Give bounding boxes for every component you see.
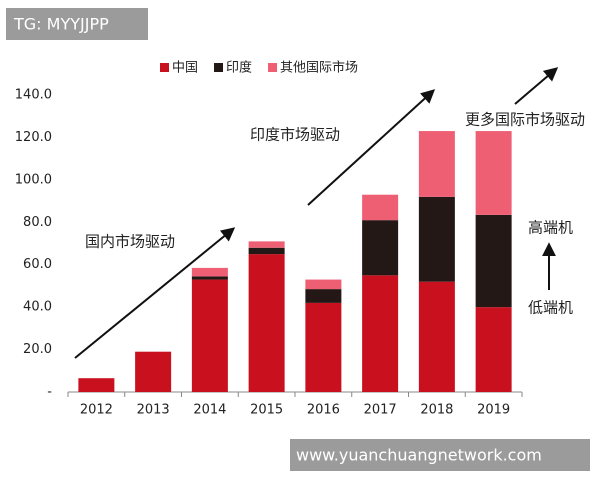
x-tick-label: 2019: [477, 403, 510, 418]
legend-label: 其他国际市场: [280, 60, 358, 76]
watermark: TG: MYYJJPP: [13, 15, 109, 34]
bar-segment: [305, 279, 342, 290]
bar-segment: [305, 302, 342, 392]
legend-swatch: [268, 63, 278, 72]
bar-segment: [418, 281, 455, 392]
y-tick-label: 100.0: [15, 172, 52, 187]
x-tick-label: 2017: [364, 403, 397, 418]
bar-segment: [191, 279, 228, 392]
y-tick-label: 120.0: [15, 130, 52, 145]
bar-segment: [191, 267, 228, 277]
x-tick-label: 2018: [420, 403, 453, 418]
bar-segment: [362, 275, 399, 392]
bar-segment: [78, 378, 115, 392]
legend-swatch: [160, 63, 169, 72]
annotation: 高端机: [528, 219, 573, 237]
bar-segment: [305, 289, 342, 303]
arrow: [514, 67, 559, 105]
legend-swatch: [214, 63, 224, 72]
x-tick-label: 2016: [307, 403, 340, 418]
bar-segment: [248, 254, 285, 392]
bar-segment: [191, 276, 228, 280]
bar-segment: [418, 131, 455, 197]
watermark-box: [6, 8, 148, 40]
legend-label: 印度: [226, 60, 252, 76]
y-tick-label: -: [47, 385, 52, 400]
bar-segment: [135, 351, 172, 392]
annotation: 更多国际市场驱动: [465, 111, 585, 129]
bar-segment: [362, 220, 399, 276]
y-tick-label: 80.0: [23, 215, 52, 230]
x-tick-label: 2013: [137, 403, 170, 418]
y-tick-label: 140.0: [15, 88, 52, 103]
bar-segment: [248, 241, 285, 248]
bar-segment: [248, 247, 285, 255]
y-tick-label: 40.0: [23, 300, 52, 315]
arrow: [307, 89, 436, 206]
bar-segment: [475, 131, 512, 215]
annotation: 低端机: [528, 299, 573, 317]
bar-segment: [475, 214, 512, 308]
legend-label: 中国: [172, 61, 198, 76]
watermark: www.yuanchuangnetwork.com: [296, 446, 542, 465]
x-tick-label: 2012: [80, 403, 113, 418]
x-tick-label: 2015: [250, 403, 283, 418]
bar-segment: [362, 194, 399, 221]
annotation: 印度市场驱动: [250, 126, 340, 144]
watermark-box: [290, 439, 590, 471]
arrow: [74, 227, 236, 359]
y-tick-label: 60.0: [23, 257, 52, 272]
y-tick-label: 20.0: [23, 342, 52, 357]
x-tick-label: 2014: [193, 403, 226, 418]
bar-segment: [418, 196, 455, 282]
bar-segment: [475, 307, 512, 392]
annotation: 国内市场驱动: [85, 233, 175, 251]
